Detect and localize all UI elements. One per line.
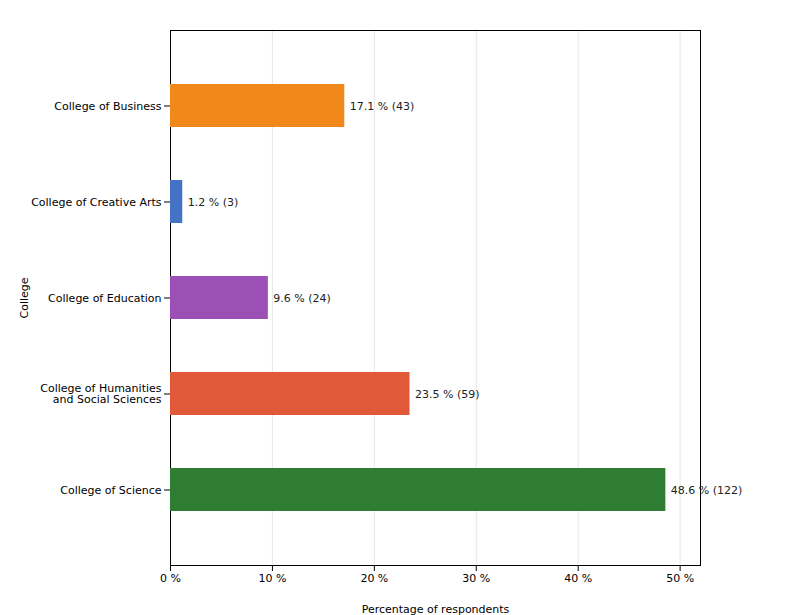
svg-text:0 %: 0 %: [160, 572, 181, 585]
svg-text:College of Science: College of Science: [60, 484, 162, 497]
svg-text:48.6 % (122): 48.6 % (122): [671, 484, 743, 497]
svg-text:College of Creative Arts: College of Creative Arts: [31, 196, 162, 209]
svg-text:30 %: 30 %: [462, 572, 490, 585]
svg-text:College of Business: College of Business: [54, 100, 161, 113]
svg-text:40 %: 40 %: [564, 572, 592, 585]
svg-text:Percentage of respondents: Percentage of respondents: [362, 603, 510, 615]
svg-text:College: College: [18, 277, 31, 318]
svg-text:9.6 % (24): 9.6 % (24): [273, 292, 331, 305]
svg-text:College of Humanitiesand Socia: College of Humanitiesand Social Sciences: [40, 382, 162, 406]
svg-text:College of Education: College of Education: [48, 292, 161, 305]
svg-text:20 %: 20 %: [360, 572, 388, 585]
svg-text:17.1 % (43): 17.1 % (43): [350, 100, 415, 113]
svg-text:23.5 % (59): 23.5 % (59): [415, 388, 480, 401]
svg-text:10 %: 10 %: [258, 572, 286, 585]
svg-text:50 %: 50 %: [666, 572, 694, 585]
svg-text:1.2 % (3): 1.2 % (3): [188, 196, 239, 209]
